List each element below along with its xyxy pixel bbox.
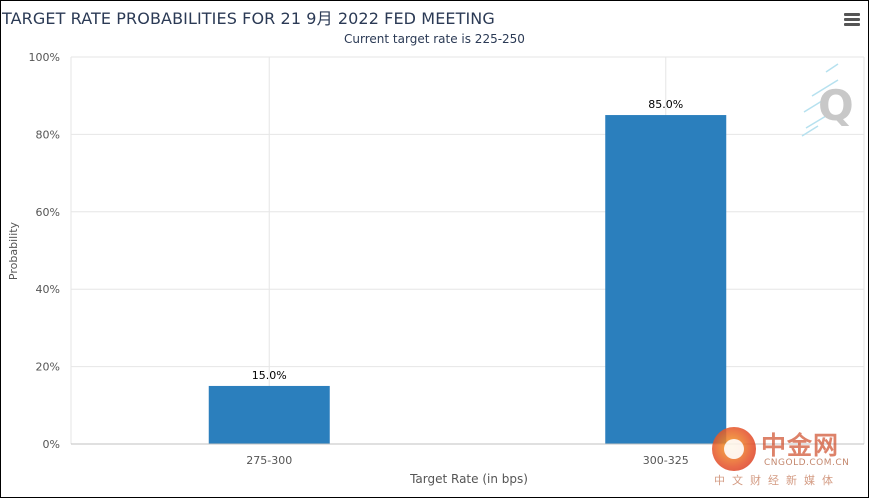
y-axis-label: Probability bbox=[7, 221, 20, 280]
data-label: 15.0% bbox=[252, 369, 287, 382]
bars bbox=[208, 115, 727, 445]
watermark-q-letter: Q bbox=[818, 81, 854, 130]
y-tick-label: 0% bbox=[43, 438, 60, 451]
grid-lines bbox=[70, 56, 865, 444]
x-tick-label: 300-325 bbox=[643, 454, 689, 467]
y-tick-label: 40% bbox=[36, 283, 60, 296]
bar-275-300[interactable] bbox=[208, 385, 330, 444]
watermark-site-name: 中金网 bbox=[761, 431, 840, 460]
cngold-logo-icon bbox=[712, 427, 756, 471]
watermark-site-tagline: 中文财经新媒体 bbox=[714, 474, 840, 487]
y-tick-label: 100% bbox=[29, 51, 60, 64]
data-label: 85.0% bbox=[648, 98, 683, 111]
x-axis-label: Target Rate (in bps) bbox=[409, 472, 528, 486]
hamburger-menu-icon[interactable] bbox=[843, 11, 863, 27]
quikstrike-logo: Q bbox=[801, 63, 854, 137]
bar-300-325[interactable] bbox=[605, 115, 727, 445]
x-tick-label: 275-300 bbox=[246, 454, 292, 467]
y-tick-label: 20% bbox=[36, 361, 60, 374]
y-tick-label: 60% bbox=[36, 206, 60, 219]
axes: 0% 20% 40% 60% 80% 100% 275-300 300-325 bbox=[29, 51, 864, 467]
cngold-watermark: 中金网 CNGOLD.COM.CN 中文财经新媒体 bbox=[712, 424, 862, 490]
y-tick-label: 80% bbox=[36, 128, 60, 141]
data-labels: 15.0% 85.0% bbox=[252, 98, 683, 382]
chart-title: TARGET RATE PROBABILITIES FOR 21 9月 2022… bbox=[2, 9, 495, 28]
watermark-site-domain: CNGOLD.COM.CN bbox=[764, 458, 850, 468]
chart-subtitle: Current target rate is 225-250 bbox=[344, 32, 525, 46]
